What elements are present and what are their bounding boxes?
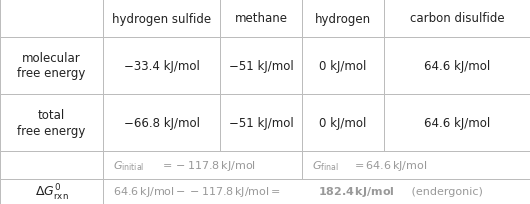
Bar — [220, 0, 302, 38]
Bar — [220, 38, 302, 94]
Text: −66.8 kJ/mol: −66.8 kJ/mol — [123, 116, 199, 129]
Bar — [0, 0, 103, 38]
Text: 0 kJ/mol: 0 kJ/mol — [319, 116, 367, 129]
Bar — [0, 38, 103, 94]
Bar — [0, 94, 103, 151]
Bar — [103, 94, 220, 151]
Bar — [302, 38, 384, 94]
Text: $G_{\rm initial}$: $G_{\rm initial}$ — [113, 158, 144, 172]
Bar — [384, 94, 530, 151]
Bar — [103, 38, 220, 94]
Bar — [103, 151, 302, 179]
Text: $= -117.8\,\rm kJ/mol$: $= -117.8\,\rm kJ/mol$ — [160, 158, 256, 172]
Text: (endergonic): (endergonic) — [408, 187, 483, 196]
Text: carbon disulfide: carbon disulfide — [410, 12, 505, 25]
Bar — [103, 0, 220, 38]
Text: −33.4 kJ/mol: −33.4 kJ/mol — [123, 60, 199, 73]
Text: 0 kJ/mol: 0 kJ/mol — [319, 60, 367, 73]
Bar — [384, 0, 530, 38]
Bar — [302, 151, 530, 179]
Bar — [220, 94, 302, 151]
Text: −51 kJ/mol: −51 kJ/mol — [228, 116, 294, 129]
Bar — [103, 179, 530, 204]
Text: $= 64.6\,\rm kJ/mol$: $= 64.6\,\rm kJ/mol$ — [352, 158, 427, 172]
Bar — [384, 38, 530, 94]
Bar — [302, 94, 384, 151]
Text: $\Delta G^0_{\rm rxn}$: $\Delta G^0_{\rm rxn}$ — [34, 182, 68, 202]
Text: hydrogen: hydrogen — [315, 12, 371, 25]
Bar — [0, 151, 103, 179]
Bar — [0, 179, 103, 204]
Text: $\mathbf{182.4\,kJ/mol}$: $\mathbf{182.4\,kJ/mol}$ — [318, 185, 395, 198]
Text: $G_{\rm final}$: $G_{\rm final}$ — [312, 158, 339, 172]
Text: $64.6\,\rm kJ/mol - -117.8\,\rm kJ/mol = $: $64.6\,\rm kJ/mol - -117.8\,\rm kJ/mol =… — [113, 185, 281, 198]
Text: total
free energy: total free energy — [17, 109, 86, 137]
Text: 64.6 kJ/mol: 64.6 kJ/mol — [424, 60, 490, 73]
Text: methane: methane — [234, 12, 287, 25]
Text: 64.6 kJ/mol: 64.6 kJ/mol — [424, 116, 490, 129]
Text: molecular
free energy: molecular free energy — [17, 52, 86, 80]
Bar — [302, 0, 384, 38]
Text: −51 kJ/mol: −51 kJ/mol — [228, 60, 294, 73]
Text: hydrogen sulfide: hydrogen sulfide — [112, 12, 211, 25]
